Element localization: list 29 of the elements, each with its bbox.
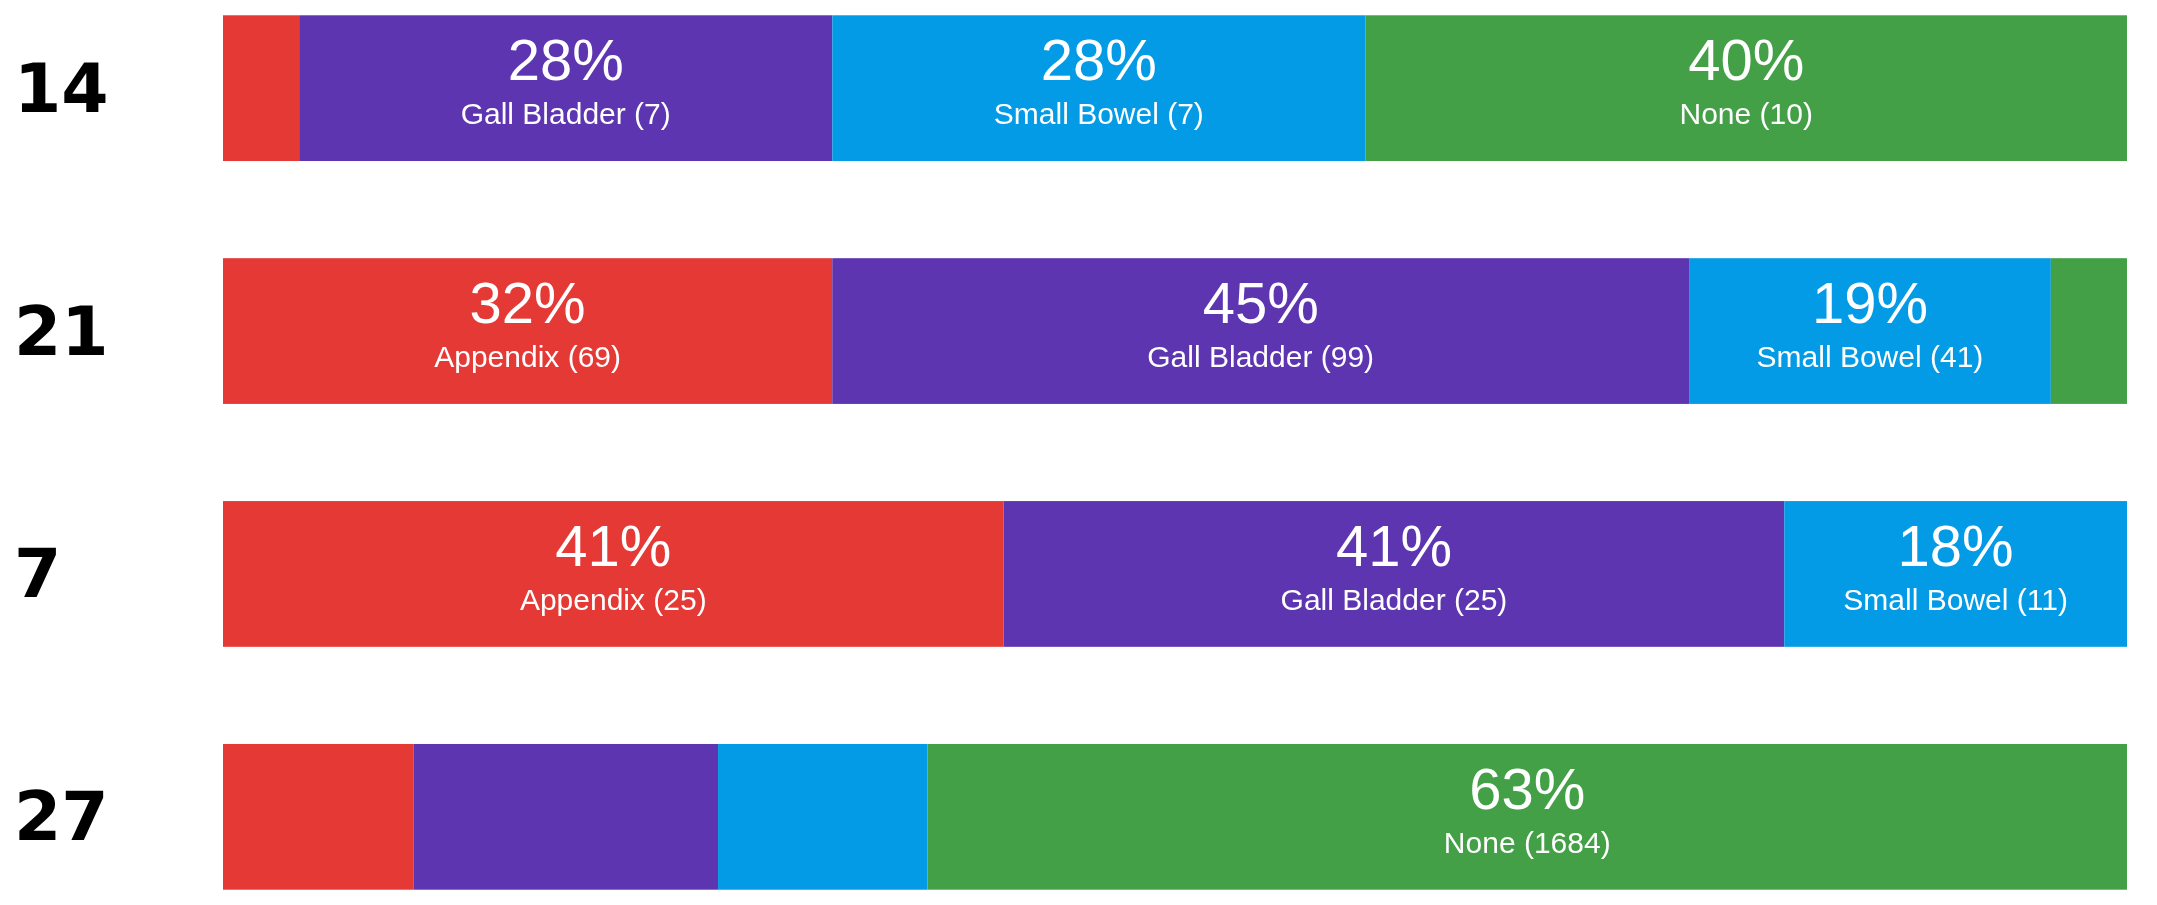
bar: [832, 15, 1366, 162]
bar: [1689, 258, 2051, 404]
bar: [413, 743, 719, 890]
y-tick-label: 27: [14, 777, 109, 857]
bar: [223, 15, 300, 162]
data-label: 28% Gall Bladder (7): [460, 27, 671, 131]
y-tick-label: 21: [14, 291, 109, 371]
bar: [223, 743, 414, 890]
bar: [832, 258, 1690, 404]
bar: [2050, 258, 2127, 404]
data-label: 45% Gall Bladder (99): [1147, 270, 1375, 374]
bar: [1003, 501, 1785, 647]
data-label: 63% None (1684): [1443, 755, 1611, 859]
bar: [718, 743, 928, 890]
bar: [223, 258, 833, 404]
bar: [1365, 15, 2127, 162]
data-label: 41% Gall Bladder (25): [1280, 512, 1508, 616]
data-label: 40% None (10): [1679, 27, 1813, 131]
data-label: 18% Small Bowel (11): [1843, 512, 2068, 616]
y-tick-label: 7: [14, 534, 62, 614]
bar: [299, 15, 833, 162]
data-label: 19% Small Bowel (41): [1756, 270, 1984, 374]
y-tick-label: 14: [14, 48, 109, 128]
data-label: 28% Small Bowel (7): [993, 27, 1204, 131]
bar: [223, 501, 1004, 647]
data-label: 41% Appendix (25): [519, 512, 707, 616]
bar: [927, 743, 2127, 890]
data-label: 32% Appendix (69): [434, 270, 622, 374]
bar: [1784, 501, 2127, 647]
